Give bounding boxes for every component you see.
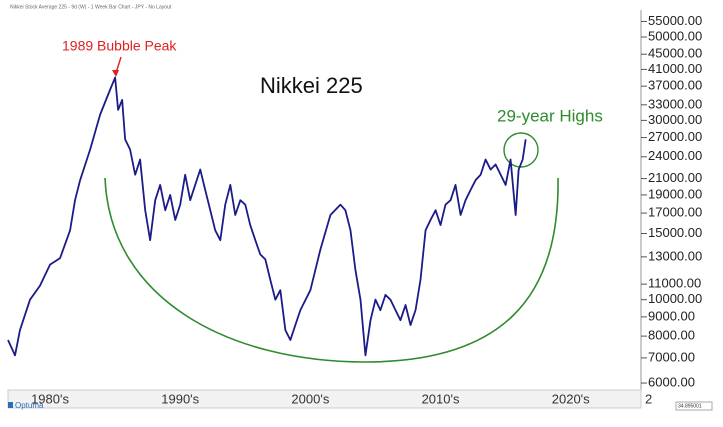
y-tick-label: 17000.00	[648, 205, 702, 220]
y-tick-label: 7000.00	[648, 349, 695, 364]
highlight-circle	[503, 132, 539, 168]
logo: Optuma	[15, 401, 44, 410]
y-tick-label: 19000.00	[648, 186, 702, 201]
y-tick-label: 45000.00	[648, 46, 702, 61]
x-tick-label: 1980's	[31, 391, 69, 406]
chart-title: Nikkei 225	[260, 73, 363, 98]
logo-icon	[8, 402, 13, 408]
y-tick-label: 41000.00	[648, 61, 702, 76]
y-tick-label: 30000.00	[648, 112, 702, 127]
y-tick-label: 21000.00	[648, 170, 702, 185]
y-tick-label: 55000.00	[648, 13, 702, 28]
status-box	[675, 401, 713, 411]
cup-curve	[104, 177, 559, 363]
y-tick-label: 10000.00	[648, 291, 702, 306]
price-line	[7, 76, 527, 357]
x-tick-label: 2000's	[291, 391, 329, 406]
y-tick-label: 33000.00	[648, 96, 702, 111]
y-tick-label: 6000.00	[648, 374, 695, 389]
chart-header: Nikkei Stock Average 225 - 9d (W) - 1 We…	[10, 4, 172, 10]
annotation: 1989 Bubble Peak	[62, 38, 177, 54]
y-tick-label: 13000.00	[648, 248, 702, 263]
y-tick-label: 11000.00	[648, 276, 701, 291]
x-tick-label: 2020's	[552, 391, 590, 406]
annotation-arrowhead	[112, 70, 119, 77]
x-tick-label: 2	[645, 391, 652, 406]
y-tick-label: 37000.00	[648, 78, 702, 93]
y-tick-label: 50000.00	[648, 28, 702, 43]
x-tick-label: 1990's	[161, 391, 199, 406]
x-tick-label: 2010's	[422, 391, 460, 406]
y-tick-label: 24000.00	[648, 148, 702, 163]
status-value: 34.895001	[678, 403, 702, 409]
annotation: 29-year Highs	[497, 106, 603, 125]
y-tick-label: 9000.00	[648, 308, 695, 323]
y-tick-label: 15000.00	[648, 225, 702, 240]
x-axis-strip	[7, 389, 642, 409]
y-tick-label: 8000.00	[648, 328, 695, 343]
y-tick-label: 27000.00	[648, 129, 702, 144]
